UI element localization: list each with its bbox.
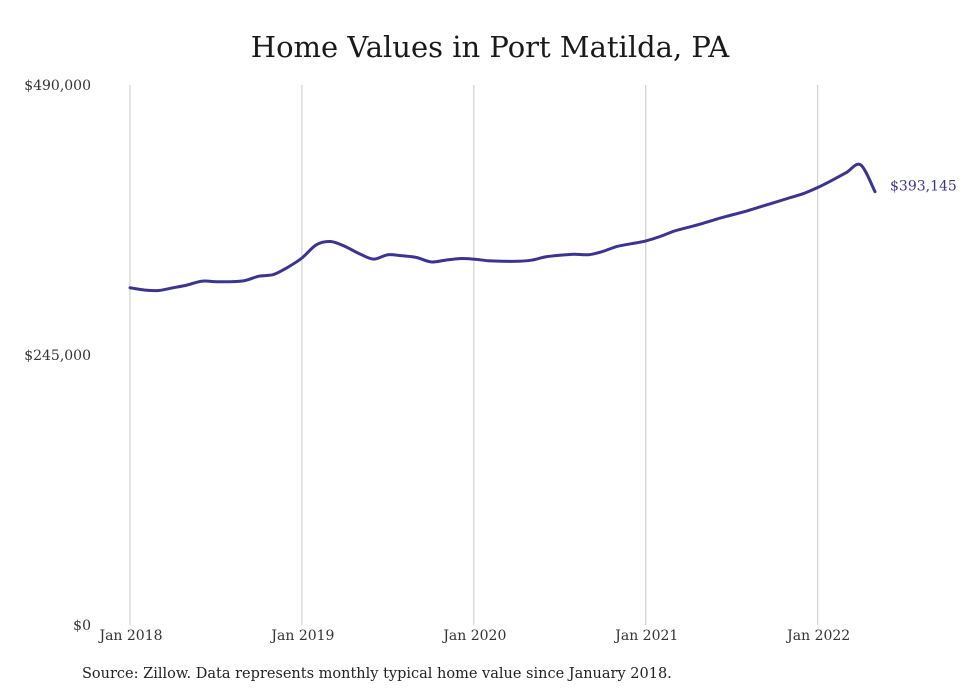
end-value-label: $393,145 [890,179,957,195]
data-point [530,259,533,262]
data-point [215,280,218,283]
data-point [759,205,762,208]
data-point [315,243,318,246]
data-point [587,253,590,256]
data-point [558,254,561,257]
data-point [401,254,404,257]
data-point [644,240,647,243]
data-point [444,259,447,262]
data-point [472,258,475,261]
data-point [501,260,504,263]
data-point [515,260,518,263]
x-tick-label: Jan 2021 [613,628,678,644]
data-point [200,280,203,283]
data-point [630,242,633,245]
data-point [601,250,604,253]
data-point [573,253,576,256]
data-point [773,201,776,204]
data-point [687,226,690,229]
data-point [286,266,289,269]
data-point [258,275,261,278]
source-note: Source: Zillow. Data represents monthly … [82,666,672,682]
data-point [329,240,332,243]
data-point [673,230,676,233]
data-point [229,280,232,283]
data-point [186,284,189,287]
data-point [387,253,390,256]
data-point [344,245,347,248]
data-point [129,286,132,289]
data-point [659,235,662,238]
data-point [544,256,547,259]
y-tick-label: $245,000 [24,348,91,364]
data-point [716,218,719,221]
x-tick-label: Jan 2020 [441,628,506,644]
data-point [616,245,619,248]
data-point [430,261,433,264]
data-point [372,258,375,261]
data-point [874,190,877,193]
data-point [157,289,160,292]
y-tick-label: $490,000 [24,78,91,94]
data-point [730,214,733,217]
data-point [859,164,862,167]
data-point [831,179,834,182]
data-point [272,273,275,276]
series-line [128,162,877,293]
y-tick-label: $0 [73,618,91,634]
data-point [172,286,175,289]
data-point [702,222,705,225]
data-point [301,257,304,260]
data-point [143,289,146,292]
x-tick-label: Jan 2019 [269,628,334,644]
data-point [487,259,490,262]
data-point [458,257,461,260]
chart-title: Home Values in Port Matilda, PA [250,30,730,64]
data-point [243,279,246,282]
x-tick-label: Jan 2022 [785,628,850,644]
data-point [845,171,848,174]
data-point [816,186,819,189]
data-point [358,252,361,255]
data-point [415,256,418,259]
x-tick-label: Jan 2018 [97,628,162,644]
data-point [745,210,748,213]
data-point [802,192,805,195]
data-point [788,197,791,200]
